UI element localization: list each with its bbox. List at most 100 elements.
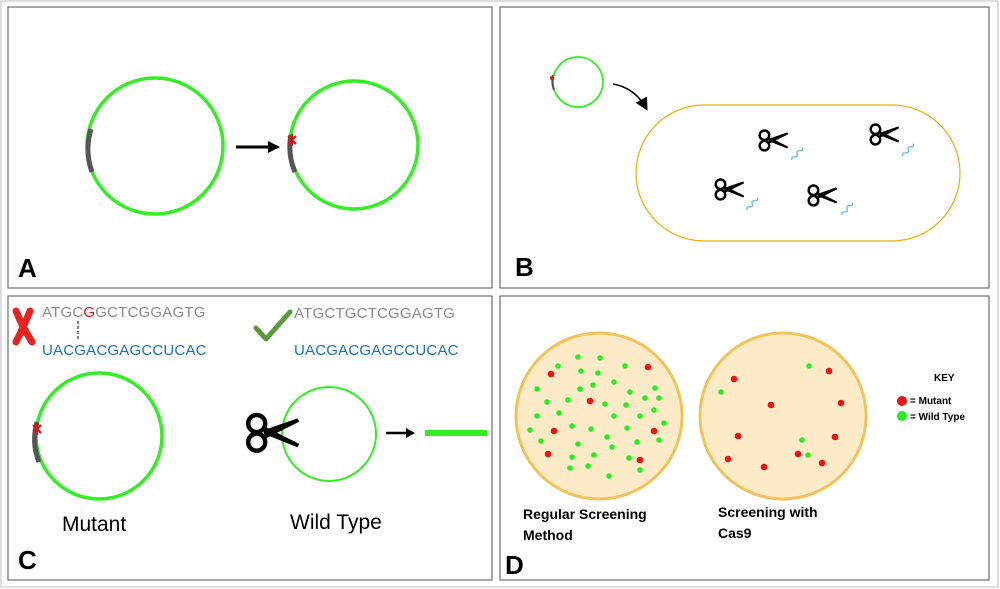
wild-type-colony [651, 407, 657, 413]
mutant-colony [547, 370, 555, 378]
mutant-colony [724, 455, 732, 463]
wild-type-colony [606, 473, 612, 479]
wild-type-colony [569, 454, 575, 460]
checkmark-icon [253, 309, 293, 342]
plate-regular-label-1: Regular Screening [523, 506, 647, 522]
mutant-colony [734, 432, 742, 440]
wild-type-colony [578, 368, 584, 374]
wild-type-colony [575, 441, 581, 447]
plate-cas9-colonies [718, 363, 845, 471]
panel-d: Regular Screening Method Screening with … [499, 295, 990, 581]
key-title: KEY [934, 373, 955, 384]
wild-type-colony [626, 455, 632, 461]
mutant-colony [636, 456, 644, 464]
wild-type-colony [565, 397, 571, 403]
mutant-colony [767, 401, 775, 409]
wild-type-colony [588, 426, 594, 432]
mutation-icon [287, 134, 297, 146]
wild-type-colony [604, 434, 610, 440]
arrow-icon [612, 83, 648, 111]
wild-type-colony [642, 395, 648, 401]
key-legend: KEY = Mutant = Wild Type [897, 373, 965, 423]
wild-type-colony [577, 386, 583, 392]
plate-cas9 [698, 331, 868, 501]
mutant-colony [825, 367, 833, 375]
wild-type-colony [637, 413, 643, 419]
wild-type-colony [652, 385, 658, 391]
panel-c: ATGCGGCTCGGAGTG UACGACGAGCCUCAC ATGCTGCT… [7, 295, 493, 581]
mutant-seq-top: ATGCGGCTCGGAGTG [42, 304, 206, 321]
wild-type-caption: Wild Type [290, 511, 382, 534]
wild-type-colony [611, 413, 617, 419]
wt-seq-top: ATGCTGCTCGGAGTG [294, 305, 455, 322]
wild-type-colony [611, 379, 617, 385]
wild-type-colony [595, 370, 601, 376]
linearized-dna [425, 430, 487, 436]
wild-type-colony [597, 355, 603, 361]
wild-type-colony [575, 354, 581, 360]
key-wild-type-dot [897, 411, 907, 421]
panel-letter: D [505, 550, 524, 580]
mutation-icon [550, 76, 554, 80]
bacterial-cell [635, 104, 961, 242]
mutant-colony [644, 363, 652, 371]
mutant-colony [586, 397, 594, 405]
wild-type-colony [538, 438, 544, 444]
key-wild-type-label: = Wild Type [910, 412, 965, 423]
panel-letter: B [515, 252, 534, 282]
wild-type-colony [623, 402, 629, 408]
key-mutant-dot [897, 396, 907, 406]
wild-type-colony [806, 363, 812, 369]
mutant-colony [730, 375, 738, 383]
plate-cas9-label-1: Screening with [718, 504, 818, 520]
key-mutant-label: = Mutant [910, 396, 952, 407]
wild-type-colony [556, 410, 562, 416]
wt-seq-bottom: UACGACGAGCCUCAC [294, 342, 459, 359]
wild-type-colony [602, 401, 608, 407]
wild-type-colony [609, 444, 615, 450]
mutant-seq-bottom: UACGACGAGCCUCAC [42, 342, 207, 359]
plasmid-wild-type [281, 386, 377, 482]
wild-type-colony [591, 452, 597, 458]
mutant-caption: Mutant [62, 513, 126, 536]
wild-type-colony [624, 425, 630, 431]
mutant-colony [760, 463, 768, 471]
wild-type-colony [622, 363, 628, 369]
wild-type-colony [661, 420, 667, 426]
panel-letter: A [18, 253, 37, 283]
wild-type-colony [544, 399, 550, 405]
wild-type-colony [590, 382, 596, 388]
plate-cas9-label-2: Cas9 [718, 525, 752, 541]
wild-type-colony [656, 395, 662, 401]
insert-segment-mutated [287, 134, 298, 173]
wild-type-colony [799, 437, 805, 443]
panel-b: B [499, 6, 990, 289]
cross-icon [12, 307, 36, 346]
wild-type-colony [527, 427, 533, 433]
insert-segment [85, 128, 95, 173]
wild-type-colony [637, 467, 643, 473]
mutant-colony [544, 450, 552, 458]
wild-type-colony [534, 386, 540, 392]
panel-letter: C [18, 545, 37, 575]
wild-type-colony [718, 389, 724, 395]
wild-type-colony [555, 363, 561, 369]
wild-type-colony [805, 452, 811, 458]
wild-type-colony [656, 437, 662, 443]
mutant-colony [550, 427, 558, 435]
wild-type-colony [627, 389, 633, 395]
wild-type-colony [567, 465, 573, 471]
panel-a: A [7, 6, 493, 289]
mutant-colony [837, 399, 845, 407]
mutant-colony [650, 427, 658, 435]
plate-regular-label-2: Method [523, 527, 573, 543]
mutant-colony [794, 450, 802, 458]
wild-type-colony [634, 439, 640, 445]
wild-type-colony [569, 423, 575, 429]
mutant-colony [831, 433, 839, 441]
wild-type-colony [585, 463, 591, 469]
wild-type-colony [534, 413, 540, 419]
mutation-icon [32, 423, 42, 435]
plate-regular-colonies [527, 354, 667, 479]
